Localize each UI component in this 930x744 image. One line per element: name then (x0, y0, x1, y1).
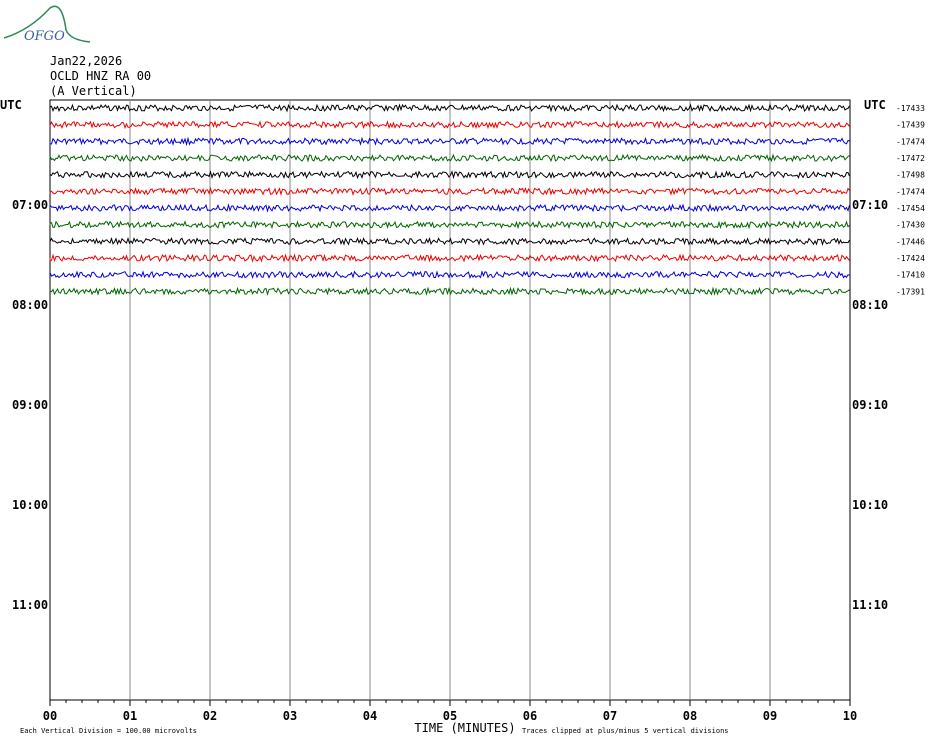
trace (49, 286, 850, 296)
footer-right: Traces clipped at plus/minus 5 vertical … (522, 727, 729, 735)
trace (49, 103, 850, 113)
row-label-left: 11:00 (12, 598, 48, 612)
row-label-left: 09:00 (12, 398, 48, 412)
station: OCLD HNZ RA 00 (50, 69, 151, 83)
trace (49, 203, 850, 213)
x-tick-label: 03 (283, 709, 297, 723)
trace-offset: -17474 (896, 137, 925, 146)
trace-offset: -17410 (896, 271, 925, 280)
trace (49, 253, 850, 263)
date: Jan22,2026 (50, 54, 122, 68)
row-label-right: UTC (864, 98, 886, 112)
trace-offset: -17446 (896, 237, 925, 246)
footer-left: Each Vertical Division = 100.00 microvol… (20, 727, 197, 735)
x-tick-label: 07 (603, 709, 617, 723)
x-tick-label: 05 (443, 709, 457, 723)
trace-offset: -17439 (896, 121, 925, 130)
x-tick-label: 01 (123, 709, 137, 723)
row-label-left: 07:00 (12, 198, 48, 212)
x-tick-label: 10 (843, 709, 857, 723)
row-label-left: 08:00 (12, 298, 48, 312)
x-tick-label: 06 (523, 709, 537, 723)
row-label-right: 10:10 (852, 498, 888, 512)
trace (49, 220, 850, 230)
trace (49, 120, 850, 130)
row-label-right: 11:10 (852, 598, 888, 612)
x-tick-label: 04 (363, 709, 377, 723)
trace (49, 236, 850, 246)
x-tick-label: 08 (683, 709, 697, 723)
row-label-left: UTC (0, 98, 22, 112)
x-tick-label: 02 (203, 709, 217, 723)
logo-curve (3, 5, 91, 43)
trace (49, 136, 850, 147)
x-tick-label: 09 (763, 709, 777, 723)
trace (49, 186, 850, 197)
x-axis-label: TIME (MINUTES) (414, 721, 515, 735)
trace-offset: -17433 (896, 104, 925, 113)
row-label-right: 08:10 (852, 298, 888, 312)
trace-offset: -17391 (896, 287, 925, 296)
trace-offset: -17424 (896, 254, 925, 263)
trace-offset: -17454 (896, 204, 925, 213)
trace (49, 270, 850, 279)
trace-offset: -17474 (896, 187, 925, 196)
trace (49, 153, 850, 163)
trace-offset: -17498 (896, 171, 925, 180)
trace (49, 170, 850, 180)
trace-offset: -17430 (896, 221, 925, 230)
logo: OFGO (24, 29, 65, 44)
x-tick-label: 00 (43, 709, 57, 723)
component: (A Vertical) (50, 84, 137, 98)
row-label-right: 09:10 (852, 398, 888, 412)
row-label-left: 10:00 (12, 498, 48, 512)
trace-offset: -17472 (896, 154, 925, 163)
row-label-right: 07:10 (852, 198, 888, 212)
